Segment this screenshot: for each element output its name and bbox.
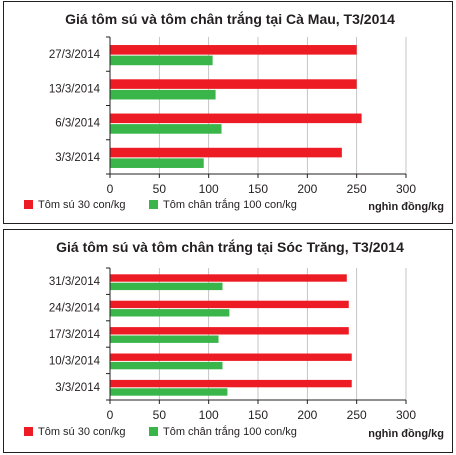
chart-title: Giá tôm sú và tôm chân trắng tại Sóc Tră…: [56, 238, 404, 255]
x-axis-unit-label: nghìn đồng/kg: [368, 428, 444, 440]
legend-swatch: [149, 200, 158, 209]
category-label: 10/3/2014: [49, 355, 101, 367]
chart-svg: Giá tôm sú và tôm chân trắng tại Sóc Tră…: [24, 238, 444, 440]
legend-label: Tôm sú 30 con/kg: [38, 199, 125, 211]
chart-panel-ca-mau: Giá tôm sú và tôm chân trắng tại Cà Mau,…: [3, 1, 453, 224]
x-tick-label: 250: [347, 182, 367, 196]
category-label: 3/3/2014: [55, 152, 100, 164]
bar: [110, 361, 223, 370]
x-tick-label: 50: [153, 408, 167, 422]
x-axis-unit-label: nghìn đồng/kg: [368, 201, 444, 213]
bar: [110, 55, 213, 66]
chart-title: Giá tôm sú và tôm chân trắng tại Cà Mau,…: [65, 10, 395, 27]
category-label: 31/3/2014: [49, 276, 101, 288]
x-tick-label: 150: [248, 408, 268, 422]
bar: [110, 309, 230, 317]
category-label: 17/3/2014: [49, 329, 101, 341]
bar: [110, 89, 216, 100]
category-label: 13/3/2014: [49, 83, 101, 95]
bar: [110, 158, 204, 168]
x-tick-label: 0: [107, 408, 114, 422]
legend-swatch: [24, 427, 33, 436]
category-label: 27/3/2014: [49, 49, 101, 61]
bar: [110, 379, 352, 388]
bar: [110, 45, 357, 55]
x-tick-label: 0: [107, 182, 114, 196]
bar: [110, 79, 357, 89]
x-tick-label: 200: [297, 408, 317, 422]
bar: [110, 282, 223, 291]
bar: [110, 300, 349, 309]
chart-svg: Giá tôm sú và tôm chân trắng tại Cà Mau,…: [24, 10, 444, 213]
x-tick-label: 150: [248, 182, 268, 196]
x-tick-label: 50: [153, 182, 167, 196]
legend-label: Tôm sú 30 con/kg: [38, 426, 125, 438]
bar: [110, 353, 352, 361]
category-label: 24/3/2014: [49, 303, 101, 315]
x-tick-label: 300: [396, 408, 416, 422]
category-label: 6/3/2014: [55, 118, 100, 130]
x-tick-label: 250: [347, 408, 367, 422]
category-label: 3/3/2014: [55, 382, 100, 394]
legend-label: Tôm chân trắng 100 con/kg: [163, 198, 297, 211]
bar: [110, 147, 342, 158]
bar: [110, 274, 347, 282]
bar: [110, 124, 222, 134]
legend-swatch: [149, 427, 158, 436]
x-tick-label: 100: [199, 182, 219, 196]
legend-swatch: [24, 200, 33, 209]
x-tick-label: 200: [297, 182, 317, 196]
bar: [110, 335, 219, 343]
x-tick-label: 100: [199, 408, 219, 422]
bar: [110, 327, 349, 335]
chart-panel-soc-trang: Giá tôm sú và tôm chân trắng tại Sóc Tră…: [3, 229, 453, 453]
bar: [110, 388, 228, 396]
x-tick-label: 300: [396, 182, 416, 196]
legend-label: Tôm chân trắng 100 con/kg: [163, 425, 297, 438]
bar: [110, 113, 362, 124]
